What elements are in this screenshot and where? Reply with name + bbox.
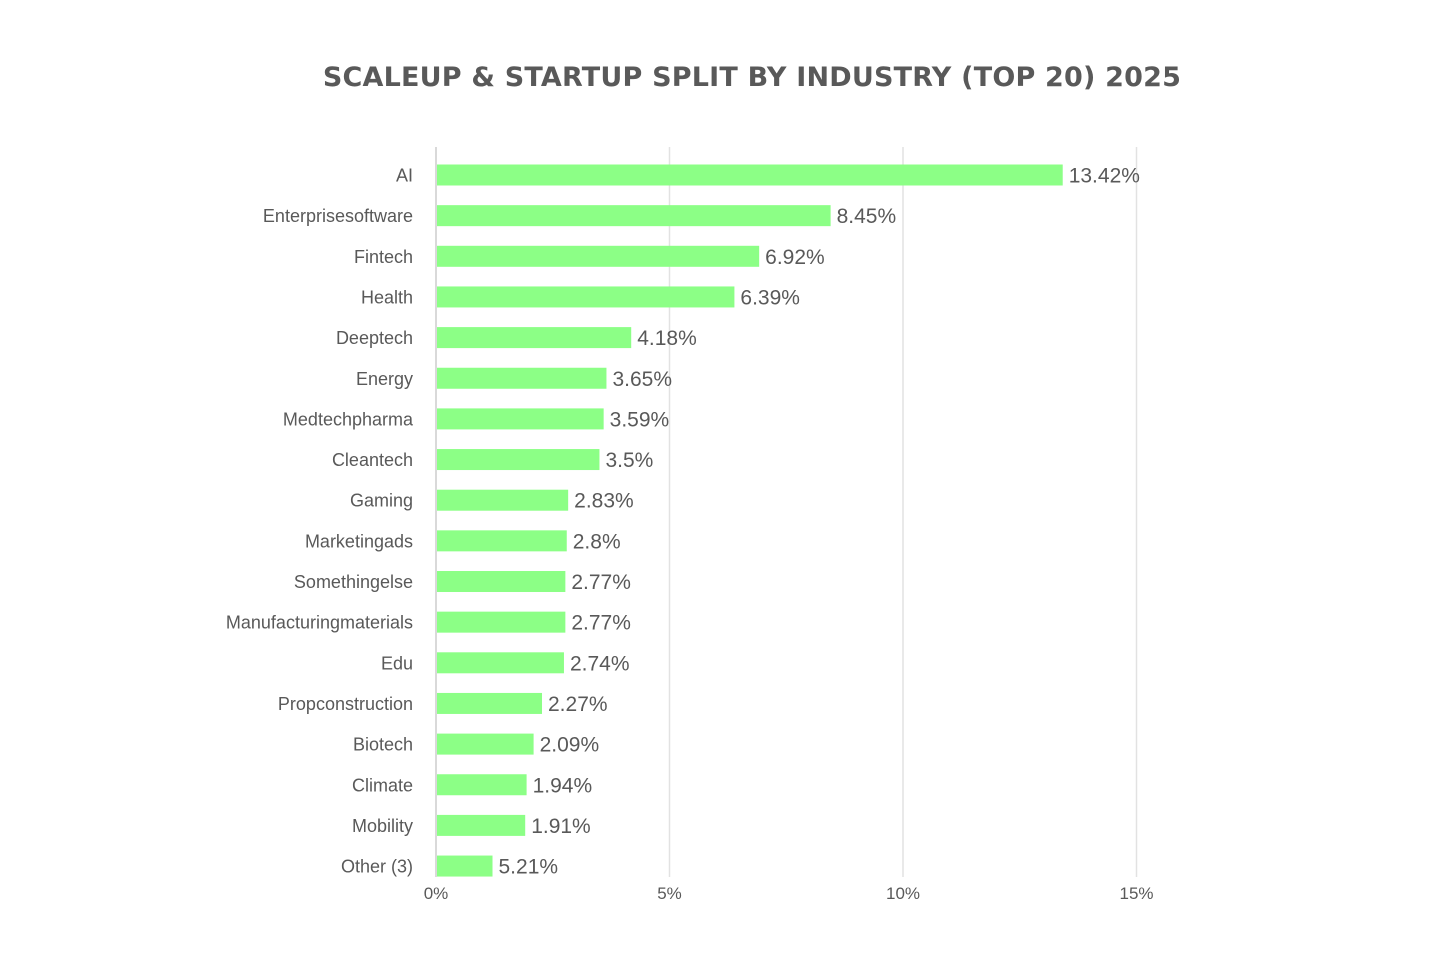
category-label: Gaming (350, 491, 413, 511)
category-label: Energy (356, 369, 413, 389)
bar (436, 611, 566, 633)
data-label: 2.8% (573, 530, 621, 553)
bar (436, 449, 600, 471)
data-label: 6.39% (740, 286, 800, 309)
category-label: Deeptech (336, 328, 413, 348)
data-label: 2.77% (571, 571, 631, 594)
bar (436, 164, 1063, 186)
bar (436, 652, 564, 674)
category-label: Medtechpharma (283, 409, 414, 429)
category-label: Other (3) (341, 857, 413, 877)
data-label: 1.94% (533, 774, 593, 797)
x-tick-label: 10% (886, 884, 920, 903)
data-label: 2.27% (548, 693, 608, 716)
bar (436, 855, 493, 877)
chart-title: SCALEUP & STARTUP SPLIT BY INDUSTRY (TOP… (322, 62, 1182, 93)
bar (436, 408, 604, 430)
x-tick-label: 15% (1119, 884, 1153, 903)
category-label: AI (396, 166, 413, 186)
data-label: 2.77% (571, 612, 631, 635)
bar (436, 489, 569, 511)
data-label: 2.74% (570, 652, 630, 675)
data-label: 8.45% (837, 205, 897, 228)
category-label: Climate (352, 775, 413, 795)
category-label: Biotech (353, 735, 413, 755)
category-label: Edu (381, 653, 413, 673)
gridlines (668, 147, 1138, 877)
category-label: Marketingads (305, 531, 413, 551)
bar (436, 286, 735, 308)
bar (436, 571, 566, 592)
category-label: Enterprisesoftware (263, 206, 413, 226)
bars (436, 164, 1063, 877)
bar (436, 733, 534, 755)
category-label: Manufacturingmaterials (226, 613, 413, 633)
bar (436, 692, 543, 714)
bar (436, 774, 527, 796)
x-tick-label: 0% (424, 884, 449, 903)
bar (436, 205, 831, 227)
data-label: 6.92% (765, 246, 825, 269)
category-label: Cleantech (332, 450, 413, 470)
data-label: 4.18% (637, 327, 697, 350)
category-label: Health (361, 287, 413, 307)
category-label: Somethingelse (294, 572, 413, 592)
data-label: 3.5% (605, 449, 653, 472)
data-label: 5.21% (499, 856, 559, 879)
bar (436, 245, 760, 267)
data-label: 2.09% (540, 734, 600, 757)
category-label: Propconstruction (278, 694, 413, 714)
data-label: 13.42% (1069, 165, 1140, 188)
bar (436, 327, 632, 349)
bar (436, 367, 607, 389)
data-label: 1.91% (531, 815, 591, 838)
data-label: 2.83% (574, 490, 634, 513)
bar (436, 814, 526, 836)
labels: 0% 5% 10% 15% AI 13.42% Enterprisesoftware 8.45… (226, 165, 1154, 904)
data-label: 3.65% (612, 368, 672, 391)
category-label: Fintech (354, 247, 413, 267)
data-label: 3.59% (610, 408, 670, 431)
bar (436, 530, 567, 552)
x-tick-label: 5% (657, 884, 682, 903)
category-label: Mobility (352, 816, 413, 836)
